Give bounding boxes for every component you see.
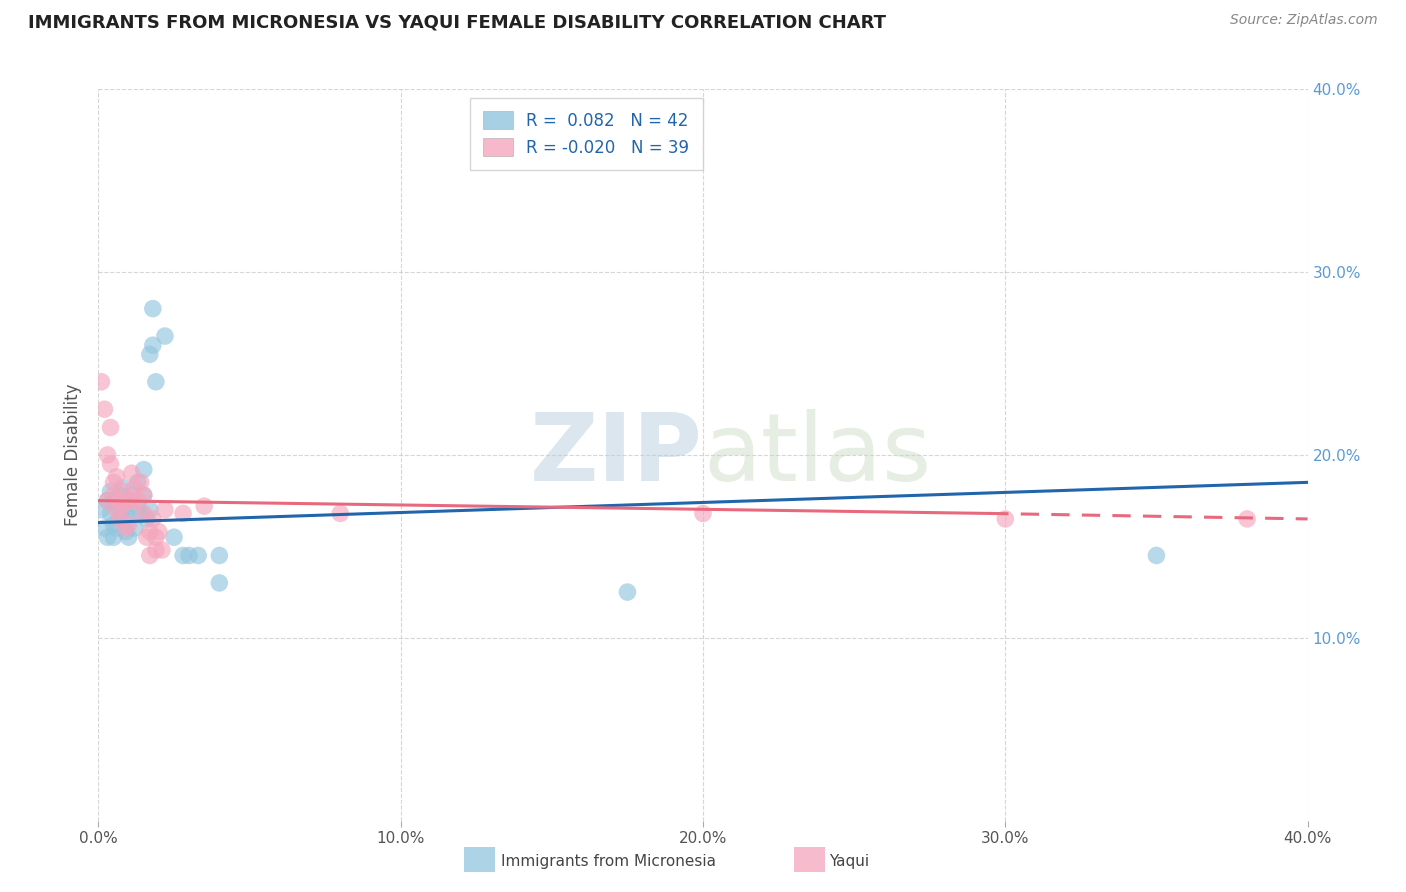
Point	[103, 517, 125, 532]
Point	[111, 481, 134, 495]
Point	[108, 493, 131, 508]
Point	[103, 493, 125, 508]
Text: Source: ZipAtlas.com: Source: ZipAtlas.com	[1230, 13, 1378, 28]
Text: IMMIGRANTS FROM MICRONESIA VS YAQUI FEMALE DISABILITY CORRELATION CHART: IMMIGRANTS FROM MICRONESIA VS YAQUI FEMA…	[28, 13, 886, 31]
Point	[93, 521, 115, 535]
Point	[108, 512, 131, 526]
Point	[93, 402, 115, 417]
Point	[111, 484, 134, 499]
Point	[100, 507, 122, 521]
Point	[105, 521, 128, 535]
Point	[139, 524, 162, 539]
Point	[145, 375, 167, 389]
Point	[142, 301, 165, 316]
Point	[108, 488, 131, 502]
Point	[132, 488, 155, 502]
Y-axis label: Female Disability: Female Disability	[65, 384, 83, 526]
Point	[96, 530, 118, 544]
Point	[139, 347, 162, 361]
Point	[179, 549, 201, 563]
Point	[118, 517, 141, 532]
Point	[148, 524, 170, 539]
Point	[329, 507, 352, 521]
Point	[124, 521, 146, 535]
Point	[153, 329, 176, 343]
Point	[1236, 512, 1258, 526]
Point	[90, 375, 112, 389]
Point	[118, 493, 141, 508]
Point	[139, 502, 162, 516]
Point	[994, 512, 1017, 526]
Point	[163, 530, 186, 544]
Point	[135, 530, 157, 544]
Point	[114, 524, 136, 539]
Point	[135, 512, 157, 526]
Point	[114, 521, 136, 535]
Text: ZIP: ZIP	[530, 409, 703, 501]
Point	[208, 576, 231, 591]
Point	[90, 502, 112, 516]
Point	[132, 462, 155, 476]
Point	[121, 493, 143, 508]
Point	[118, 530, 141, 544]
Point	[127, 475, 149, 490]
Text: Yaqui: Yaqui	[830, 855, 870, 869]
Point	[129, 507, 152, 521]
Point	[132, 507, 155, 521]
Point	[132, 488, 155, 502]
Point	[692, 507, 714, 521]
Point	[208, 549, 231, 563]
Point	[111, 499, 134, 513]
Point	[124, 481, 146, 495]
Point	[100, 420, 122, 434]
Point	[114, 507, 136, 521]
Point	[108, 512, 131, 526]
Point	[118, 493, 141, 508]
Point	[153, 502, 176, 516]
Point	[121, 466, 143, 480]
Point	[96, 493, 118, 508]
Point	[105, 499, 128, 513]
Point	[145, 530, 167, 544]
Point	[103, 488, 125, 502]
Point	[129, 475, 152, 490]
Point	[118, 512, 141, 526]
Point	[105, 470, 128, 484]
Point	[187, 549, 209, 563]
Point	[145, 543, 167, 558]
Point	[616, 585, 638, 599]
Point	[139, 549, 162, 563]
Point	[127, 499, 149, 513]
Point	[105, 502, 128, 516]
Point	[150, 543, 173, 558]
Point	[172, 549, 194, 563]
Point	[111, 502, 134, 516]
Point	[193, 499, 215, 513]
Point	[172, 507, 194, 521]
Point	[103, 530, 125, 544]
Text: atlas: atlas	[703, 409, 931, 501]
Point	[127, 493, 149, 508]
Point	[100, 457, 122, 471]
Point	[100, 484, 122, 499]
Point	[121, 488, 143, 502]
Text: Immigrants from Micronesia: Immigrants from Micronesia	[501, 855, 716, 869]
Point	[1144, 549, 1167, 563]
Point	[96, 448, 118, 462]
Legend: R =  0.082   N = 42, R = -0.020   N = 39: R = 0.082 N = 42, R = -0.020 N = 39	[470, 97, 703, 169]
Point	[142, 512, 165, 526]
Point	[103, 475, 125, 490]
Point	[142, 338, 165, 352]
Point	[96, 493, 118, 508]
